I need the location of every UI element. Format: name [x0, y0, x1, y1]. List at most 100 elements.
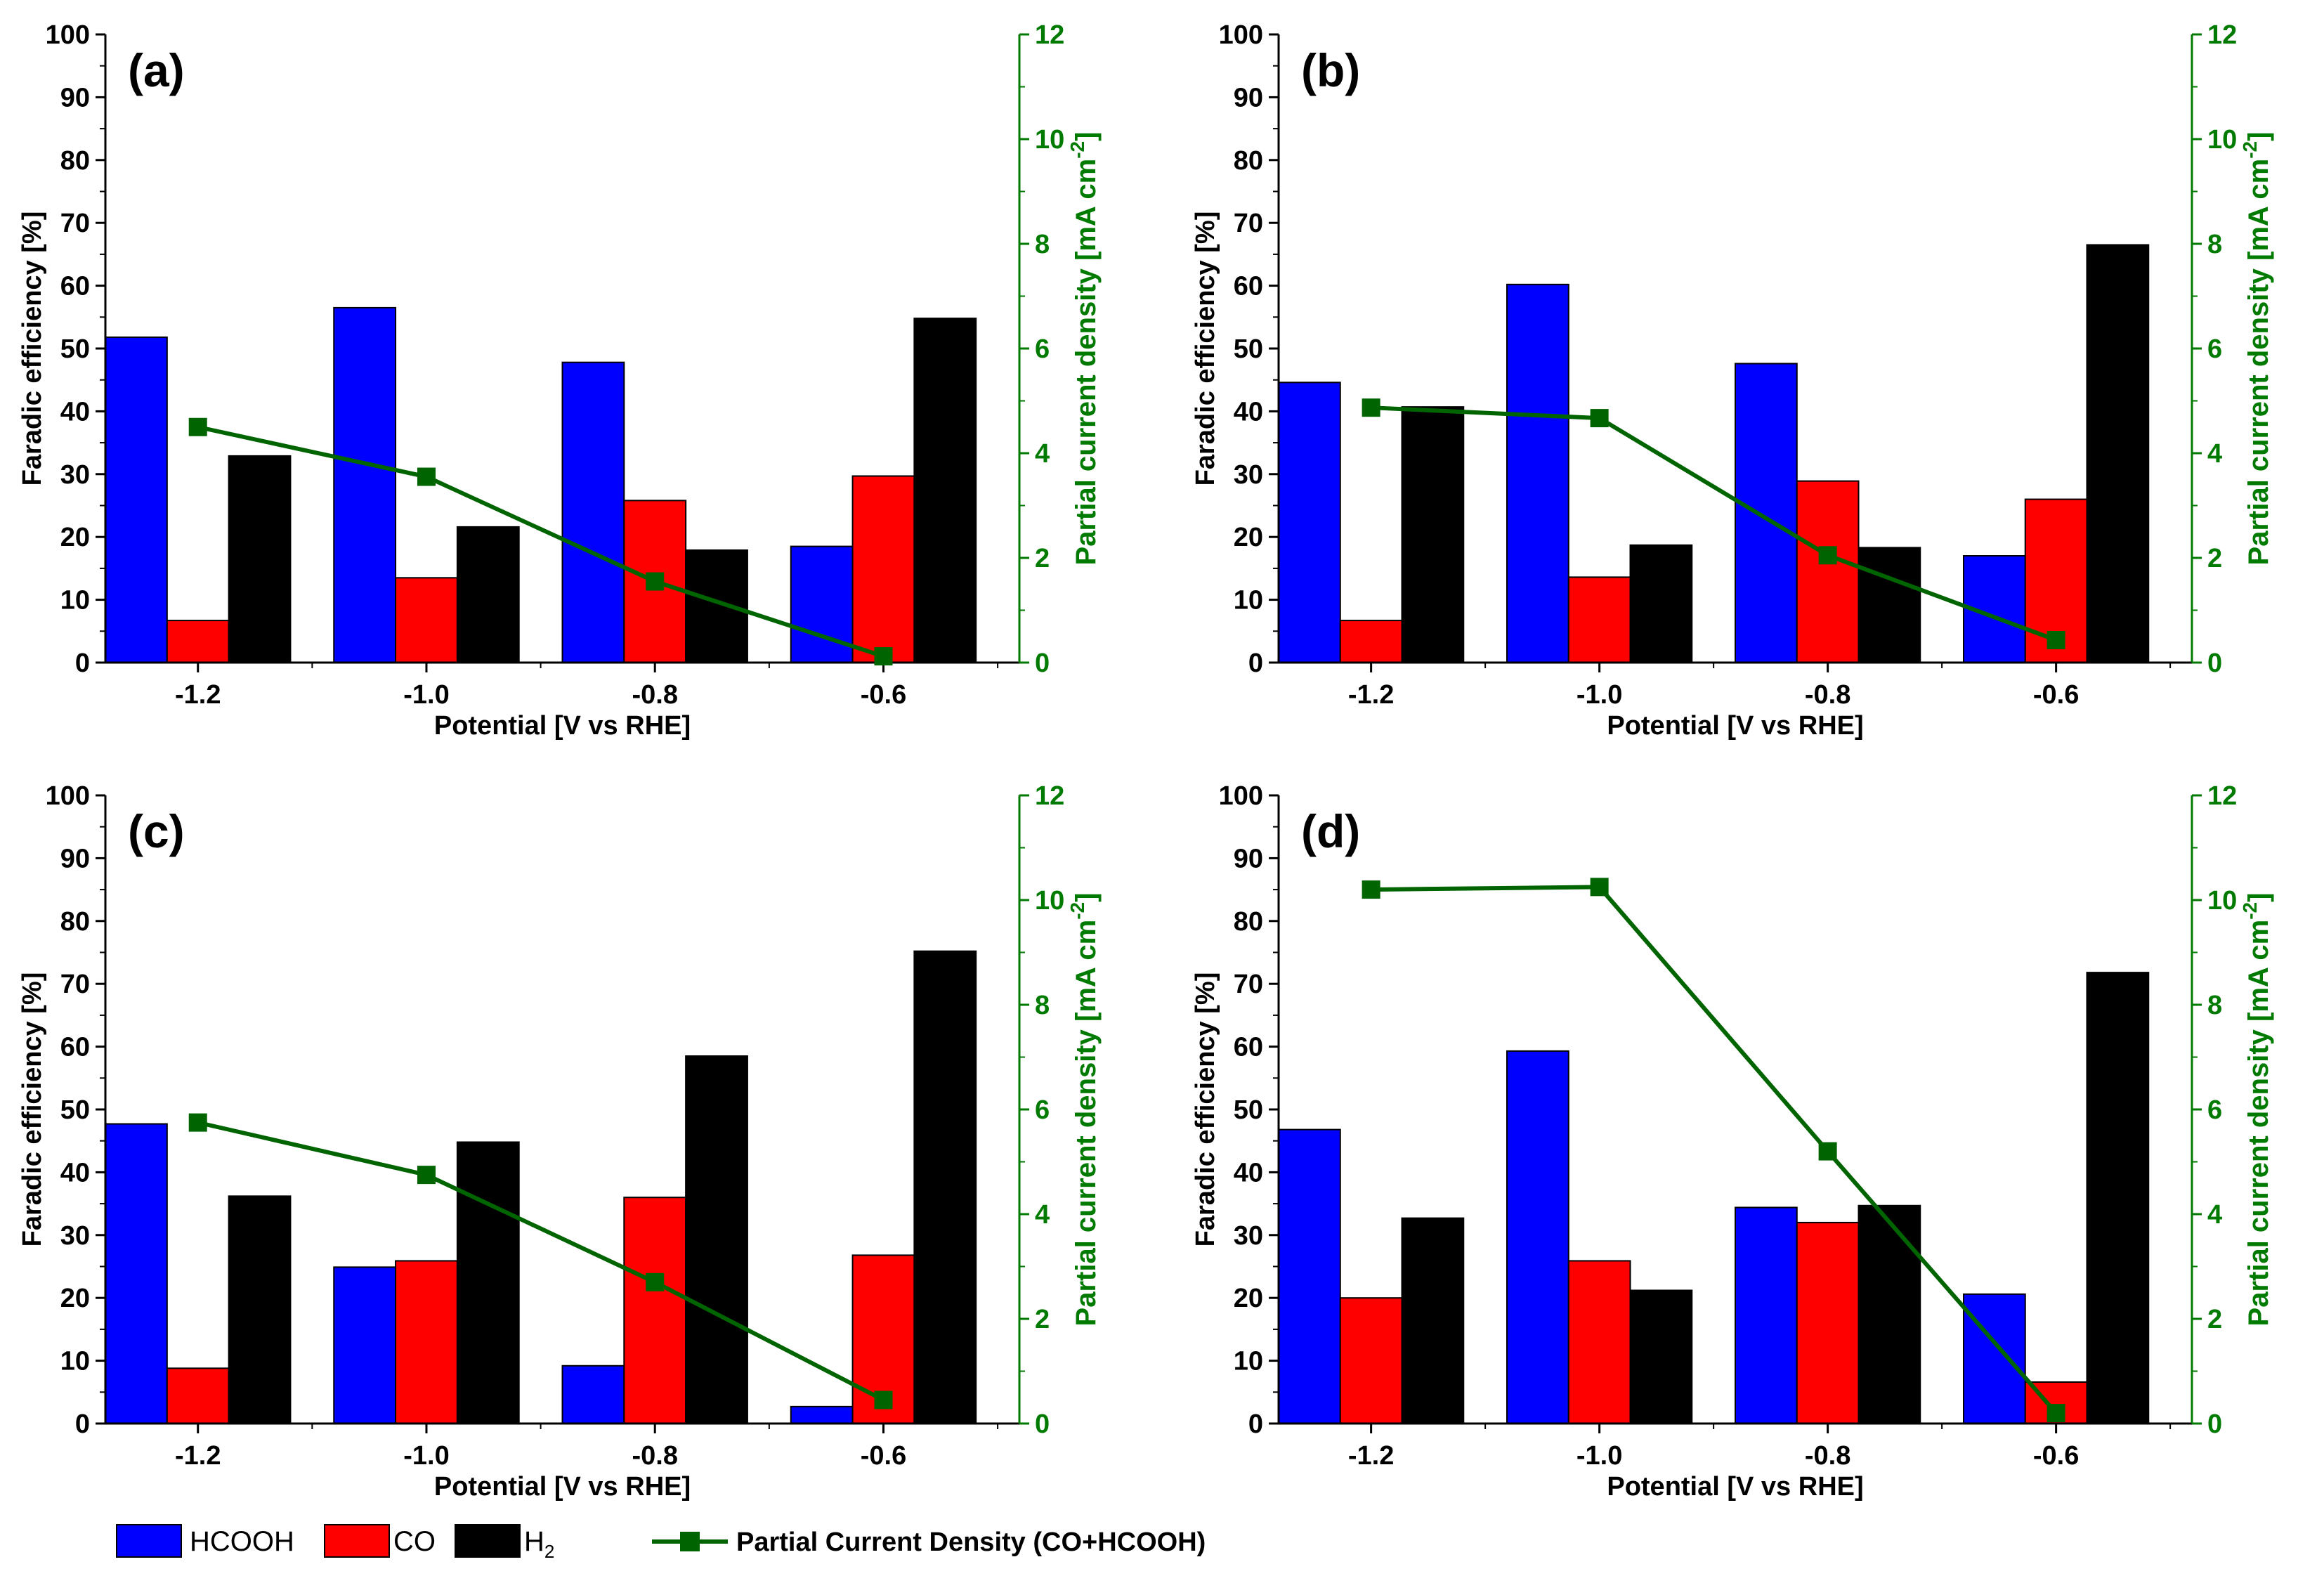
bar-co-c-3 — [623, 1197, 687, 1425]
y-tick-label-left-d: 60 — [1234, 1033, 1263, 1062]
line-partial-current-d — [1371, 885, 2058, 1415]
y-tick-label-left-d: 10 — [1234, 1347, 1263, 1376]
y-tick-label-left-c: 10 — [60, 1347, 90, 1376]
line-marker-b-1 — [1362, 398, 1380, 417]
bar-h2-a-2 — [456, 526, 520, 663]
legend-label-co: CO — [393, 1526, 436, 1557]
y-tick-label-left-d: 100 — [1219, 781, 1263, 811]
x-tick-label-b: -0.8 — [1805, 680, 1850, 710]
y-tick-label-left-b: 0 — [1248, 649, 1263, 678]
y-tick-label-right-b: 2 — [2207, 544, 2222, 573]
y-axis-title-left-d: Faradic efficiency [%] — [1191, 972, 1220, 1247]
x-tick-label-c: -1.2 — [175, 1441, 221, 1471]
bar-h2-c-1 — [228, 1195, 292, 1424]
y-axis-title-left-a: Faradic efficiency [%] — [18, 211, 47, 486]
y-tick-label-left-b: 90 — [1234, 83, 1263, 112]
y-tick-label-left-c: 100 — [46, 781, 90, 811]
y-axis-title-right-d: Partial current density [mA cm-2] — [2239, 893, 2274, 1327]
bar-hcooh-d-1 — [1278, 1128, 1341, 1425]
y-axis-title-right-superscript-d: -2 — [2239, 902, 2261, 920]
y-tick-label-left-a: 80 — [60, 146, 90, 176]
legend-label-hcooh: HCOOH — [190, 1526, 294, 1557]
bar-h2-c-4 — [913, 950, 977, 1425]
y-axis-title-right-superscript-b: -2 — [2239, 141, 2261, 159]
bar-h2-a-1 — [228, 455, 292, 664]
bar-hcooh-d-2 — [1506, 1050, 1569, 1425]
x-tick-label-b: -1.0 — [1576, 680, 1622, 710]
x-tick-label-d: -1.2 — [1348, 1441, 1394, 1471]
y-tick-label-right-a: 0 — [1035, 649, 1050, 678]
line-marker-d-1 — [1362, 880, 1380, 899]
panel-label-c: (c) — [128, 805, 185, 857]
y-tick-label-left-a: 0 — [75, 649, 90, 678]
line-marker-a-3 — [646, 572, 665, 591]
bar-h2-c-2 — [456, 1141, 520, 1425]
bar-h2-d-4 — [2086, 972, 2150, 1425]
x-tick-label-b: -1.2 — [1348, 680, 1394, 710]
x-tick-label-a: -1.2 — [175, 680, 221, 710]
bar-co-a-4 — [851, 475, 915, 663]
y-axis-title-left-b: Faradic efficiency [%] — [1191, 211, 1220, 486]
y-axis-title-right-bracket-d: ] — [2243, 893, 2274, 902]
legend-label-h2-base: H — [524, 1526, 544, 1557]
panel-label-d: (d) — [1301, 805, 1360, 857]
bar-co-c-1 — [166, 1367, 230, 1424]
panel-d: 0 10 20 30 40 50 60 70 80 90 100 0 2 4 6 8 10 12 -1.2 -1.0 -… — [1191, 781, 2274, 1502]
bar-co-b-2 — [1567, 576, 1631, 664]
y-axis-title-left-c: Faradic efficiency [%] — [18, 972, 47, 1247]
y-axis-title-right-c: Partial current density [mA cm-2] — [1066, 893, 1102, 1327]
y-tick-label-right-d: 0 — [2207, 1409, 2222, 1439]
line-marker-d-4 — [2046, 1404, 2065, 1423]
bar-co-d-1 — [1339, 1297, 1403, 1424]
y-tick-label-right-b: 12 — [2207, 20, 2237, 50]
x-axis-title-b: Potential [V vs RHE] — [1607, 711, 1863, 741]
bar-co-b-3 — [1796, 480, 1860, 663]
y-tick-label-left-b: 100 — [1219, 20, 1263, 50]
y-axis-title-right-bracket-a: ] — [1071, 132, 1102, 141]
panel-a: 0 10 20 30 40 50 60 70 80 90 100 0 2 4 6 8 10 12 -1.2 -1.0 -… — [18, 20, 1102, 741]
bar-co-d-2 — [1567, 1260, 1631, 1424]
y-tick-label-left-c: 60 — [60, 1033, 90, 1062]
bar-h2-b-3 — [1858, 547, 1921, 664]
y-tick-label-right-d: 10 — [2207, 886, 2237, 916]
y-tick-label-left-c: 90 — [60, 844, 90, 873]
bar-hcooh-c-4 — [790, 1405, 854, 1425]
y-tick-label-right-a: 10 — [1035, 125, 1064, 155]
y-tick-label-left-c: 40 — [60, 1158, 90, 1187]
y-tick-label-left-d: 0 — [1248, 1409, 1263, 1439]
line-marker-c-2 — [417, 1166, 436, 1185]
bar-co-c-2 — [395, 1260, 458, 1424]
y-tick-label-left-c: 70 — [60, 970, 90, 999]
bar-hcooh-d-3 — [1735, 1206, 1798, 1424]
x-tick-label-a: -0.8 — [632, 680, 677, 710]
x-axis-title-d: Potential [V vs RHE] — [1607, 1472, 1863, 1502]
y-tick-label-left-d: 80 — [1234, 907, 1263, 937]
line-partial-current-b — [1371, 405, 2057, 642]
y-tick-label-left-c: 30 — [60, 1221, 90, 1251]
y-tick-label-right-d: 4 — [2207, 1200, 2222, 1230]
y-tick-label-right-c: 0 — [1035, 1409, 1050, 1439]
y-tick-label-left-b: 20 — [1234, 523, 1263, 552]
y-axis-title-right-bracket-c: ] — [1071, 893, 1102, 902]
line-marker-c-4 — [874, 1391, 893, 1409]
line-partial-current-c — [197, 1120, 884, 1402]
line-marker-b-4 — [2046, 630, 2065, 649]
bar-h2-a-4 — [913, 318, 977, 663]
x-axis-title-a: Potential [V vs RHE] — [434, 711, 691, 741]
legend-label-h2: H2 — [524, 1526, 554, 1562]
bar-h2-b-1 — [1401, 406, 1465, 664]
y-tick-label-right-d: 8 — [2207, 991, 2222, 1020]
line-marker-a-4 — [874, 647, 893, 666]
y-tick-label-left-a: 10 — [60, 586, 90, 616]
y-axis-title-right-superscript-a: -2 — [1066, 141, 1088, 159]
y-tick-label-right-b: 0 — [2207, 649, 2222, 678]
y-tick-label-left-b: 60 — [1234, 272, 1263, 301]
y-tick-label-left-c: 0 — [75, 1409, 90, 1439]
x-tick-label-c: -0.6 — [861, 1441, 906, 1471]
y-axis-title-right-text-b: Partial current density [mA cm — [2243, 159, 2274, 566]
y-tick-label-left-b: 40 — [1234, 397, 1263, 426]
x-tick-label-a: -1.0 — [403, 680, 449, 710]
y-tick-label-right-a: 4 — [1035, 439, 1050, 469]
